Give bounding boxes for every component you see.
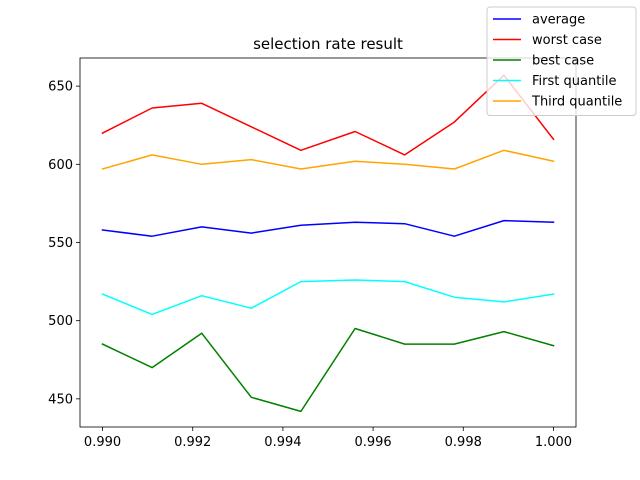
series-line-best-case xyxy=(101,327,555,413)
legend-label-best-case: best case xyxy=(532,54,594,69)
x-tick-label: 0.996 xyxy=(354,435,391,450)
x-tick-label: 0.998 xyxy=(445,435,482,450)
y-tick-label: 550 xyxy=(48,236,73,251)
x-tick-label: 0.994 xyxy=(264,435,301,450)
y-tick-label: 650 xyxy=(48,80,73,95)
series-line-worst-case xyxy=(101,74,555,156)
legend: average worst case best case First quantile… xyxy=(486,6,637,116)
x-tick-label: 0.992 xyxy=(174,435,211,450)
legend-box xyxy=(486,6,637,116)
x-tick-label: 0.990 xyxy=(84,435,121,450)
legend-label-first-quantile: First quantile xyxy=(532,74,617,89)
chart-title: selection rate result xyxy=(253,35,403,53)
series-line-third-quantile xyxy=(101,149,555,170)
x-tick-label: 1.000 xyxy=(535,435,572,450)
legend-label-worst-case: worst case xyxy=(532,33,602,48)
legend-label-average: average xyxy=(532,13,585,28)
y-tick-label: 500 xyxy=(48,314,73,329)
y-tick-label: 450 xyxy=(48,392,73,407)
series-line-first-quantile xyxy=(101,279,555,316)
plot-area: 0.990 0.992 0.994 0.996 0.998 1.000 450 500 550 6… xyxy=(48,57,577,450)
legend-label-third-quantile: Third quantile xyxy=(531,95,622,110)
series-line-average xyxy=(101,219,555,237)
y-tick-label: 600 xyxy=(48,158,73,173)
